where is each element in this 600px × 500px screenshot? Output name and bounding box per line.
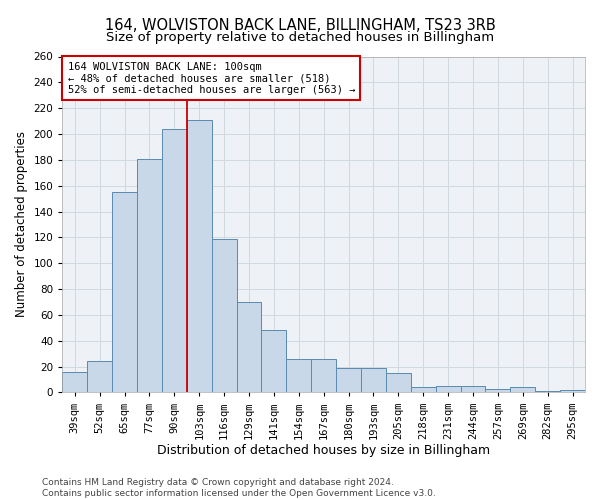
- Bar: [62, 372, 87, 392]
- Bar: [336, 368, 361, 392]
- Text: 164 WOLVISTON BACK LANE: 100sqm
← 48% of detached houses are smaller (518)
52% o: 164 WOLVISTON BACK LANE: 100sqm ← 48% of…: [68, 62, 355, 94]
- Bar: [137, 158, 162, 392]
- Y-axis label: Number of detached properties: Number of detached properties: [15, 132, 28, 318]
- Bar: [485, 388, 511, 392]
- Bar: [262, 330, 286, 392]
- Bar: [212, 238, 236, 392]
- Bar: [436, 386, 461, 392]
- Bar: [511, 387, 535, 392]
- Text: 164, WOLVISTON BACK LANE, BILLINGHAM, TS23 3RB: 164, WOLVISTON BACK LANE, BILLINGHAM, TS…: [104, 18, 496, 32]
- Text: Size of property relative to detached houses in Billingham: Size of property relative to detached ho…: [106, 31, 494, 44]
- Bar: [361, 368, 386, 392]
- Bar: [411, 387, 436, 392]
- Bar: [162, 129, 187, 392]
- Bar: [187, 120, 212, 392]
- Bar: [236, 302, 262, 392]
- X-axis label: Distribution of detached houses by size in Billingham: Distribution of detached houses by size …: [157, 444, 490, 458]
- Bar: [461, 386, 485, 392]
- Bar: [286, 359, 311, 392]
- Bar: [311, 359, 336, 392]
- Bar: [386, 373, 411, 392]
- Text: Contains HM Land Registry data © Crown copyright and database right 2024.
Contai: Contains HM Land Registry data © Crown c…: [42, 478, 436, 498]
- Bar: [87, 362, 112, 392]
- Bar: [560, 390, 585, 392]
- Bar: [112, 192, 137, 392]
- Bar: [535, 391, 560, 392]
